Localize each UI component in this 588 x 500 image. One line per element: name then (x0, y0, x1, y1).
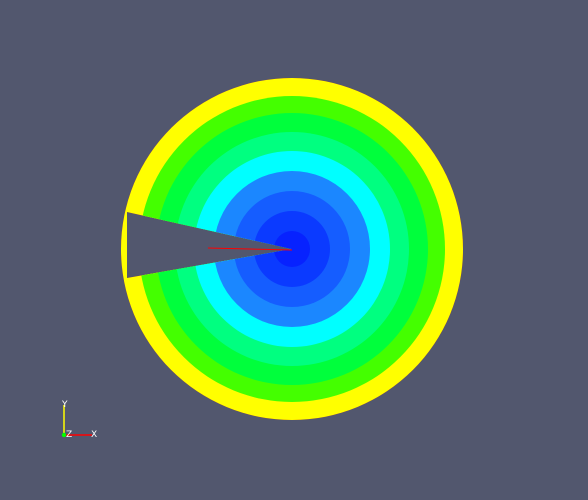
axes-triad: Y Z X (61, 400, 97, 440)
z-axis-label: Z (66, 430, 72, 440)
contour-band-1 (274, 231, 310, 267)
seam-line (207, 247, 293, 251)
z-axis-marker (61, 432, 67, 438)
x-axis-label: X (91, 430, 97, 440)
contour-disk (121, 78, 463, 420)
y-axis-label: Y (61, 400, 68, 410)
